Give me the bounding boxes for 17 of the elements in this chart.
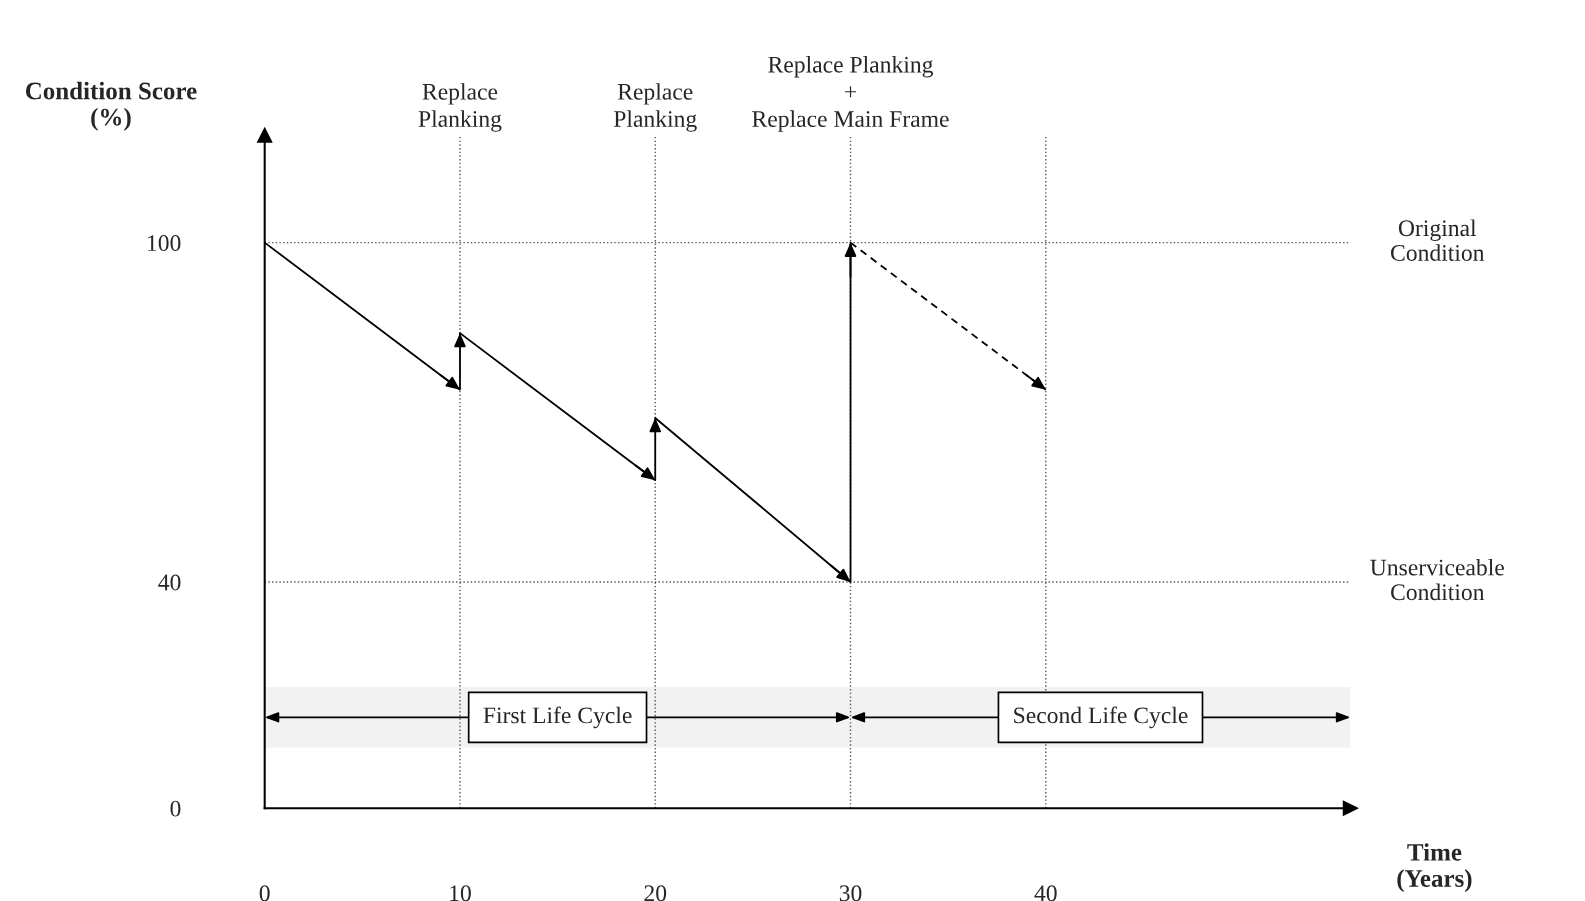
- x-axis-title: Time (Years): [1397, 843, 1472, 892]
- band-label: First Life Cycle: [483, 706, 632, 729]
- ref-line-label: Original Condition: [1391, 219, 1485, 261]
- y-axis-title: Condition Score (%): [25, 81, 197, 131]
- ref-line-label: Replace Planking: [418, 83, 502, 132]
- x-tick-label: 20: [644, 885, 667, 901]
- x-tick-label: 40: [1034, 885, 1057, 901]
- y-tick-label: 100: [148, 235, 181, 252]
- x-tick-label: 10: [450, 885, 471, 901]
- band-label: Second Life Cycle: [1014, 706, 1188, 729]
- ref-line-label: Replace Planking + Replace Main Frame: [752, 56, 949, 132]
- x-tick-label: 30: [839, 885, 862, 901]
- ref-line-label: Unserviceable Condition: [1370, 558, 1504, 601]
- y-tick-label: 40: [158, 574, 181, 591]
- y-tick-label: 0: [170, 800, 181, 817]
- x-tick-label: 0: [259, 885, 270, 901]
- ref-line-label: Replace Planking: [613, 83, 697, 132]
